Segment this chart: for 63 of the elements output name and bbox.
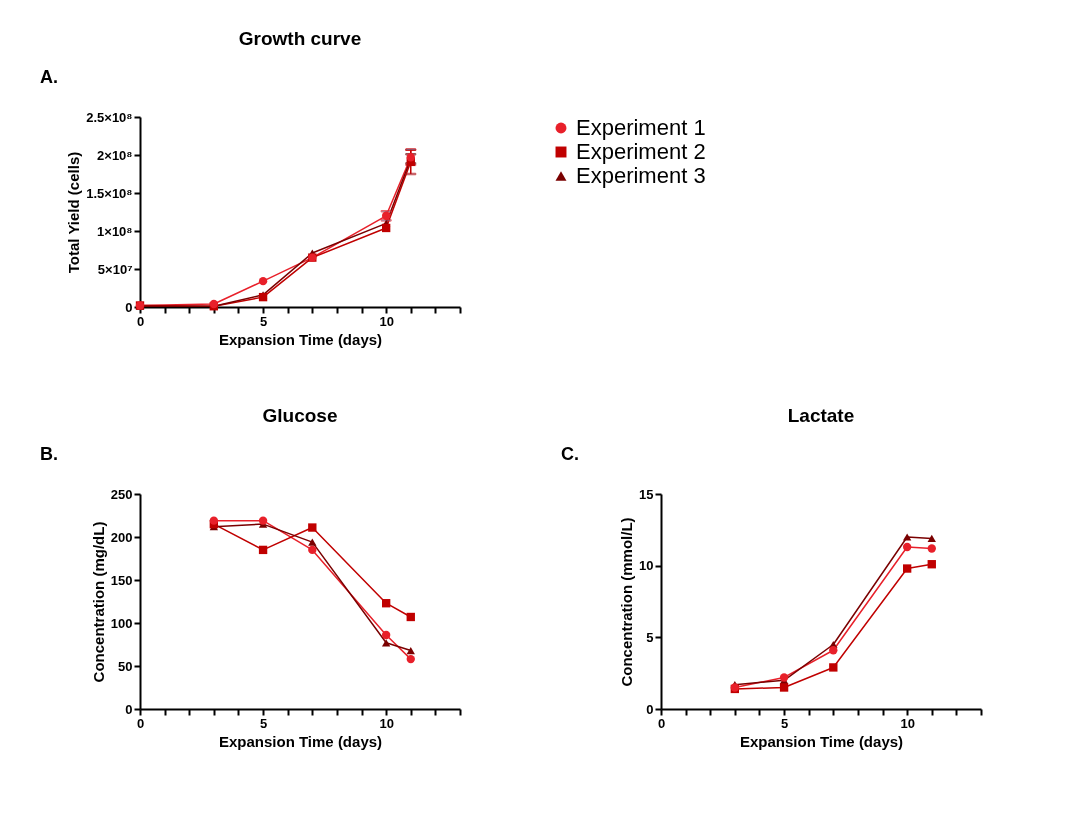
point xyxy=(209,516,219,525)
x-axis-title: Expansion Time (days) xyxy=(739,732,904,750)
point xyxy=(308,538,317,546)
y-tick-label: 1×10⁸ xyxy=(97,223,133,239)
point xyxy=(927,544,936,553)
y-axis-title: Concentration (mg/dL) xyxy=(89,521,107,683)
y-tick-label: 2.5×10⁸ xyxy=(86,109,133,125)
x-tick-label: 10 xyxy=(379,313,394,329)
point xyxy=(381,630,391,640)
x-tick-label: 0 xyxy=(136,715,145,731)
y-tick-label: 10 xyxy=(639,558,654,574)
x-tick-label: 10 xyxy=(900,715,915,731)
x-axis-title: Expansion Time (days) xyxy=(218,330,383,348)
point xyxy=(308,523,317,532)
point xyxy=(381,599,391,608)
legend-label: Experiment 2 xyxy=(576,139,706,164)
point xyxy=(902,564,912,573)
point xyxy=(406,612,415,622)
point xyxy=(829,663,838,672)
point xyxy=(258,516,268,525)
x-tick-label: 5 xyxy=(259,715,268,731)
point xyxy=(902,542,912,552)
y-axis-title: Total Yield (cells) xyxy=(65,151,83,274)
y-tick-label: 150 xyxy=(110,572,133,588)
y-tick-label: 0 xyxy=(646,701,654,717)
point xyxy=(258,545,268,555)
x-tick-label: 0 xyxy=(657,715,666,731)
point xyxy=(829,646,838,655)
x-tick-label: 5 xyxy=(259,313,268,329)
point xyxy=(381,223,391,233)
y-tick-label: 2×10⁸ xyxy=(97,147,133,163)
point xyxy=(308,545,317,555)
y-tick-label: 5 xyxy=(646,629,654,645)
chart-title: Growth curve xyxy=(238,28,362,49)
point xyxy=(927,560,936,569)
point xyxy=(406,654,415,664)
x-tick-label: 10 xyxy=(379,715,394,731)
y-tick-label: 50 xyxy=(118,658,133,674)
y-axis-title: Concentration (mmol/L) xyxy=(618,517,636,687)
y-tick-label: 15 xyxy=(639,486,654,502)
y-tick-label: 250 xyxy=(110,486,133,502)
x-axis-title: Expansion Time (days) xyxy=(218,732,383,750)
point xyxy=(927,534,936,543)
legend-label: Experiment 1 xyxy=(576,115,706,140)
y-tick-label: 0 xyxy=(125,701,133,717)
chart-title: Glucose xyxy=(262,405,338,426)
text: B. xyxy=(40,444,58,464)
y-tick-label: 0 xyxy=(125,299,133,315)
y-tick-label: 200 xyxy=(110,529,133,545)
text: C. xyxy=(561,444,579,464)
point xyxy=(779,683,789,692)
point xyxy=(406,646,415,655)
y-tick-label: 5×10⁷ xyxy=(97,261,133,277)
y-tick-label: 100 xyxy=(110,615,133,631)
point xyxy=(258,276,268,286)
x-tick-label: 0 xyxy=(136,313,145,329)
y-tick-label: 1.5×10⁸ xyxy=(86,185,133,201)
legend-label: Experiment 3 xyxy=(576,163,706,188)
point xyxy=(381,639,391,647)
chart-title: Lactate xyxy=(787,405,855,426)
point xyxy=(902,533,912,541)
x-tick-label: 5 xyxy=(780,715,789,731)
text: A. xyxy=(40,67,58,87)
